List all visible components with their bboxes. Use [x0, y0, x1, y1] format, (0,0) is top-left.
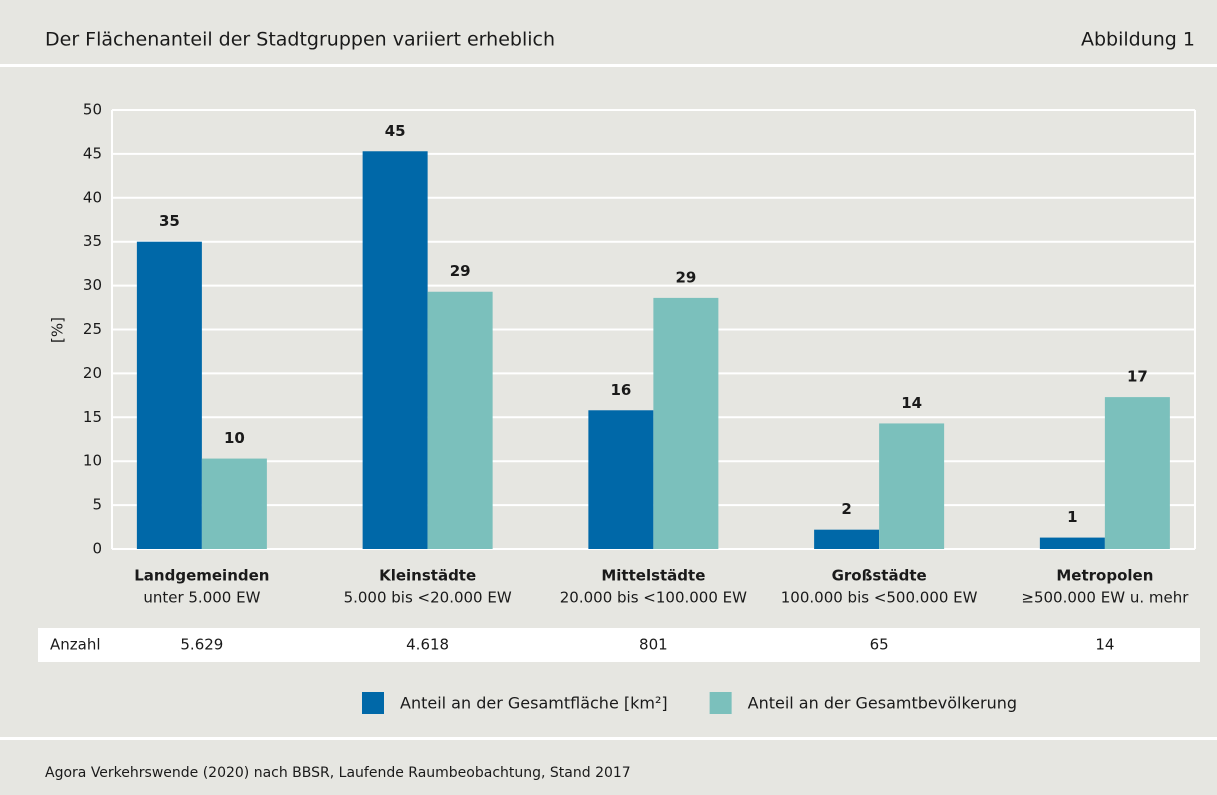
- x-tick-label: Landgemeinden: [134, 567, 269, 585]
- y-tick-label: 40: [83, 188, 102, 206]
- y-tick-label: 35: [83, 232, 102, 250]
- value-label: 35: [159, 212, 180, 230]
- bar: [653, 297, 719, 549]
- count-value: 4.618: [406, 636, 449, 654]
- value-label: 29: [675, 268, 696, 286]
- chart-title: Der Flächenanteil der Stadtgruppen varii…: [45, 29, 555, 51]
- x-tick-label: Metropolen: [1056, 567, 1153, 585]
- y-tick-label: 0: [92, 540, 102, 558]
- bar: [814, 529, 880, 549]
- bar: [1039, 537, 1105, 549]
- bar: [1104, 397, 1170, 549]
- y-tick-label: 50: [83, 101, 102, 119]
- bar: [136, 241, 202, 549]
- legend-swatch: [709, 692, 732, 714]
- count-row: [38, 628, 1200, 662]
- bar: [588, 410, 654, 549]
- y-tick-label: 20: [83, 364, 102, 382]
- value-label: 17: [1127, 368, 1148, 386]
- y-tick-label: 25: [83, 320, 102, 338]
- y-axis-label: [%]: [49, 317, 67, 343]
- figure-label: Abbildung 1: [1081, 29, 1195, 51]
- value-label: 1: [1067, 508, 1077, 526]
- value-label: 45: [385, 122, 406, 140]
- bar: [362, 151, 428, 550]
- legend-label: Anteil an der Gesamtbevölkerung: [748, 694, 1017, 713]
- y-tick-label: 5: [92, 496, 102, 514]
- header-divider: [0, 64, 1217, 67]
- y-tick-label: 45: [83, 144, 102, 162]
- legend-label: Anteil an der Gesamtfläche [km²]: [400, 694, 668, 713]
- legend-swatch: [362, 692, 384, 714]
- footer-divider: [0, 737, 1217, 740]
- bar: [201, 458, 267, 549]
- source: Agora Verkehrswende (2020) nach BBSR, La…: [45, 765, 631, 781]
- y-tick-label: 10: [83, 452, 102, 470]
- bar: [427, 291, 493, 549]
- x-tick-note: unter 5.000 EW: [143, 589, 260, 607]
- count-value: 5.629: [180, 636, 223, 654]
- x-tick-note: 100.000 bis <500.000 EW: [781, 589, 978, 607]
- count-value: 801: [639, 636, 668, 654]
- y-tick-label: 30: [83, 276, 102, 294]
- x-tick-label: Kleinstädte: [379, 567, 476, 585]
- value-label: 16: [610, 381, 631, 399]
- x-tick-note: ≥500.000 EW u. mehr: [1021, 589, 1189, 607]
- x-tick-note: 5.000 bis <20.000 EW: [344, 589, 512, 607]
- x-tick-label: Mittelstädte: [601, 567, 705, 585]
- x-tick-label: Großstädte: [832, 567, 927, 585]
- count-value: 65: [870, 636, 889, 654]
- x-tick-note: 20.000 bis <100.000 EW: [560, 589, 747, 607]
- value-label: 10: [224, 429, 245, 447]
- y-tick-label: 15: [83, 408, 102, 426]
- value-label: 2: [841, 500, 851, 518]
- bar: [879, 423, 945, 549]
- count-value: 14: [1095, 636, 1114, 654]
- value-label: 29: [450, 262, 471, 280]
- value-label: 14: [901, 394, 922, 412]
- count-label: Anzahl: [50, 636, 101, 654]
